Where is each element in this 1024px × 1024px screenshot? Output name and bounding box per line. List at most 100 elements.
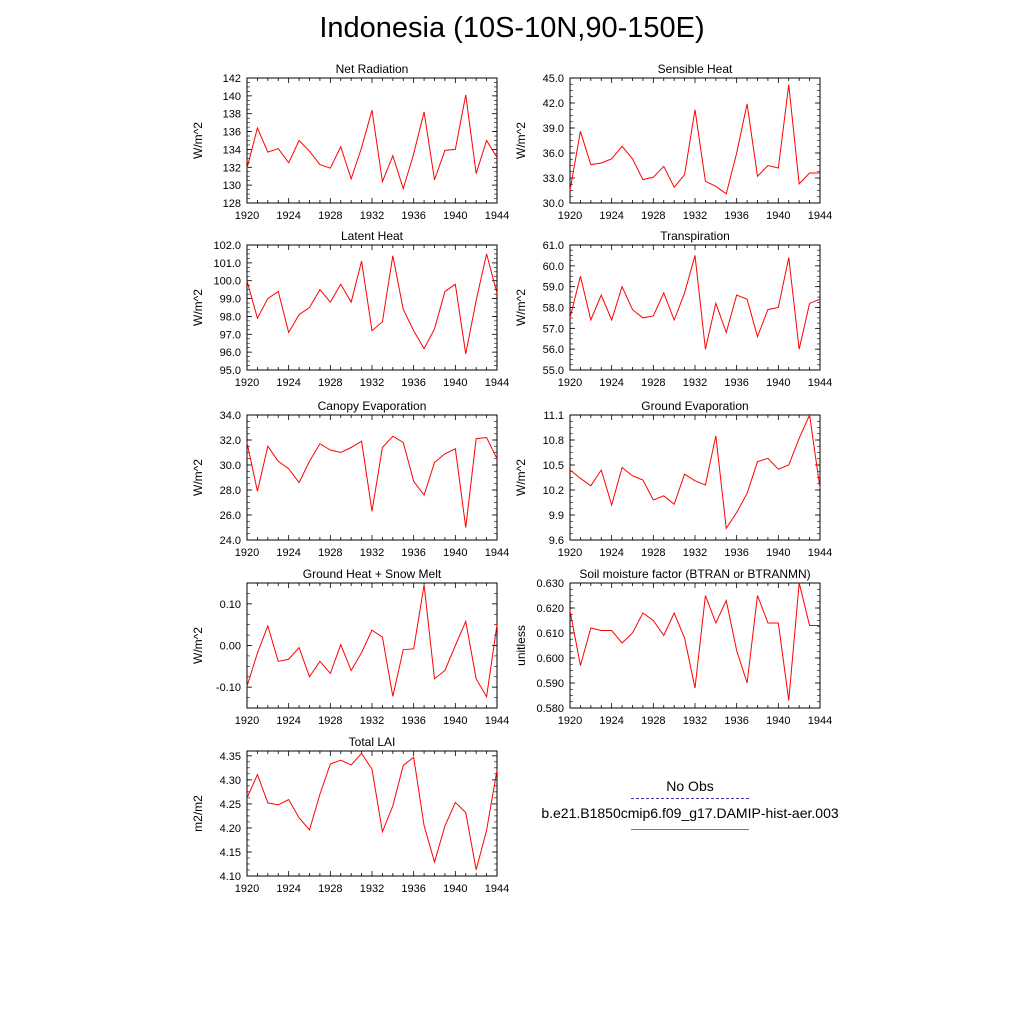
y-tick-label: 36.0 [543,148,564,160]
y-tick-label: 39.0 [543,123,564,135]
series-line [569,255,821,350]
y-tick-label: 0.590 [536,678,564,690]
y-tick-label: 11.1 [543,410,564,422]
panel-2: 1920 1924 1928 1932 1936 1940 1944 30.0 33.0 36.0… [514,62,832,222]
y-tick-label: 101.0 [213,258,241,270]
y-tick-label: 9.6 [549,535,564,547]
x-tick-label: 1924 [276,377,300,389]
panel-title: Transpiration [660,229,730,243]
y-tick-label: 4.10 [220,871,241,883]
x-tick-label: 1944 [485,547,509,559]
y-tick-label: 45.0 [543,73,564,85]
plot-frame [246,582,498,709]
y-tick-label: 60.0 [543,261,564,273]
series-line [246,435,498,528]
panel-6: 1920 1924 1928 1932 1936 1940 1944 9.6 9.9 10.2 10… [514,399,832,559]
x-tick-label: 1940 [766,715,790,727]
y-tick-label: 10.8 [543,435,564,447]
y-tick-label: -0.10 [216,682,241,694]
series-line [246,752,498,870]
x-tick-label: 1932 [683,377,707,389]
x-tick-label: 1944 [808,210,832,222]
legend-label-obs: No Obs [666,778,714,794]
y-axis-label: unitless [514,625,528,666]
panel-8: 1920 1924 1928 1932 1936 1940 1944 0.580 0.590 0.… [514,567,832,727]
y-tick-label: 59.0 [543,282,564,294]
panel-title: Total LAI [349,735,396,749]
y-axis-label: W/m^2 [514,122,528,159]
x-tick-label: 1924 [276,715,300,727]
plot-frame [246,77,498,204]
x-tick-label: 1924 [276,210,300,222]
x-tick-label: 1920 [558,715,582,727]
x-tick-label: 1936 [401,883,425,895]
x-tick-label: 1944 [485,210,509,222]
y-tick-label: 0.620 [536,603,564,615]
x-tick-label: 1940 [443,547,467,559]
x-tick-label: 1924 [599,210,623,222]
x-tick-label: 1940 [443,715,467,727]
y-tick-label: 56.0 [543,344,564,356]
x-tick-label: 1936 [724,547,748,559]
y-axis-label: W/m^2 [191,289,205,326]
legend-label-model: b.e21.B1850cmip6.f09_g17.DAMIP-hist-aer.… [541,805,839,821]
x-tick-label: 1940 [766,210,790,222]
x-tick-label: 1936 [401,547,425,559]
y-tick-label: 136 [223,127,241,139]
y-tick-label: 100.0 [213,276,241,288]
plot-frame [569,244,821,371]
y-tick-label: 0.00 [220,641,241,653]
x-tick-label: 1940 [443,377,467,389]
panel-title: Ground Heat + Snow Melt [303,567,442,581]
x-tick-label: 1924 [599,715,623,727]
x-tick-label: 1920 [235,210,259,222]
x-tick-label: 1924 [599,547,623,559]
x-tick-label: 1920 [235,715,259,727]
series-line [569,84,820,195]
y-tick-label: 0.630 [536,578,564,590]
panel-3: 1920 1924 1928 1932 1936 1940 1944 95.0 96.0 97.0… [191,229,509,389]
x-tick-label: 1944 [808,377,832,389]
x-tick-label: 1944 [808,715,832,727]
x-tick-label: 1920 [235,547,259,559]
x-tick-label: 1936 [724,715,748,727]
y-tick-label: 142 [223,73,241,85]
x-tick-label: 1932 [360,547,384,559]
main-title: Indonesia (10S-10N,90-150E) [319,12,705,44]
x-tick-label: 1932 [360,377,384,389]
x-tick-label: 1924 [599,377,623,389]
y-tick-label: 130 [223,180,241,192]
x-tick-label: 1928 [318,377,342,389]
x-tick-label: 1920 [235,377,259,389]
x-tick-label: 1940 [766,377,790,389]
x-tick-label: 1928 [318,715,342,727]
panel-4: 1920 1924 1928 1932 1936 1940 1944 55.0 56.0 57.0… [514,229,832,389]
y-tick-label: 138 [223,109,241,121]
x-tick-label: 1920 [558,377,582,389]
y-tick-label: 128 [223,198,241,210]
legend-swatch-obs [631,798,749,799]
series-line [246,94,498,191]
y-tick-label: 30.0 [220,460,241,472]
panel-title: Net Radiation [336,62,409,76]
y-tick-label: 98.0 [220,311,241,323]
x-tick-label: 1932 [683,210,707,222]
y-tick-label: 30.0 [543,198,564,210]
y-tick-label: 55.0 [543,365,564,377]
panel-title: Latent Heat [341,229,404,243]
x-tick-label: 1932 [683,547,707,559]
panel-5: 1920 1924 1928 1932 1936 1940 1944 24.0 26.0 28.0… [191,399,509,559]
x-tick-label: 1936 [401,377,425,389]
y-tick-label: 26.0 [220,510,241,522]
x-tick-label: 1920 [558,210,582,222]
legend: No Obs b.e21.B1850cmip6.f09_g17.DAMIP-hi… [520,778,860,830]
plot-frame [569,582,821,709]
x-tick-label: 1928 [641,547,665,559]
y-tick-label: 140 [223,91,241,103]
y-axis-label: W/m^2 [191,122,205,159]
panel-1: 1920 1924 1928 1932 1936 1940 1944 128 130 132 134… [191,62,509,222]
x-tick-label: 1928 [318,883,342,895]
plot-frame [246,244,498,371]
y-tick-label: 10.2 [543,485,564,497]
y-tick-label: 33.0 [543,173,564,185]
